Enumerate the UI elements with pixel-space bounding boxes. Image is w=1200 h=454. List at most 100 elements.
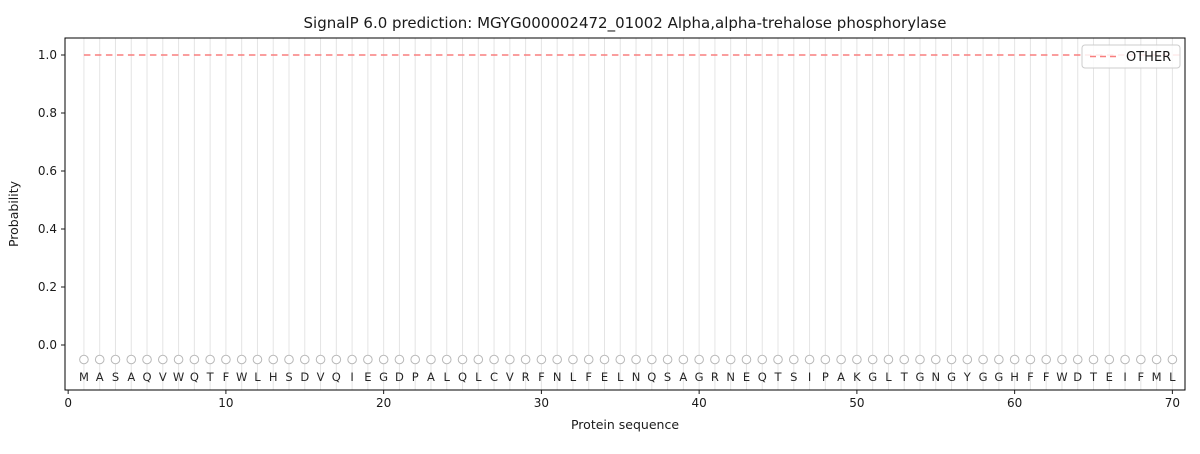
residue-marker — [1151, 354, 1162, 365]
residue-letter: Q — [332, 370, 341, 384]
residue-marker — [804, 354, 815, 365]
residue-letter: G — [994, 370, 1003, 384]
residue-letter: N — [632, 370, 641, 384]
residue-letter: E — [364, 370, 371, 384]
residue-letter: T — [206, 370, 215, 384]
residue-marker — [284, 354, 294, 365]
residue-letter: T — [773, 370, 782, 384]
residue-marker — [126, 354, 137, 365]
residue-marker — [252, 354, 263, 365]
residue-letter: F — [223, 370, 230, 384]
residue-letter: L — [475, 370, 482, 384]
residue-letter: E — [743, 370, 750, 384]
y-axis-label: Probability — [6, 180, 21, 247]
residue-marker — [410, 354, 420, 365]
residue-marker — [583, 354, 594, 365]
residue-marker — [647, 354, 657, 365]
residue-letter: A — [127, 370, 135, 384]
residue-letter: K — [853, 370, 861, 384]
residue-marker — [189, 354, 200, 365]
residue-marker — [757, 354, 768, 365]
residue-marker — [725, 354, 736, 365]
residue-letter: A — [96, 370, 104, 384]
residue-marker — [1120, 354, 1130, 365]
residue-letter: W — [173, 370, 184, 384]
residue-marker — [788, 354, 799, 365]
residue-letter: I — [350, 370, 353, 384]
residue-marker — [1136, 354, 1146, 365]
residue-letter: G — [868, 370, 877, 384]
x-axis-label: Protein sequence — [571, 417, 679, 432]
residue-marker — [142, 354, 152, 365]
residue-letter: T — [900, 370, 909, 384]
residue-marker — [915, 354, 925, 365]
residue-marker — [1167, 354, 1178, 365]
residue-marker — [662, 354, 673, 365]
residue-letter: T — [1089, 370, 1098, 384]
residue-letter: P — [412, 370, 419, 384]
residue-letter: Q — [647, 370, 656, 384]
residue-marker — [962, 354, 973, 365]
residue-letter: G — [379, 370, 388, 384]
residue-marker — [773, 354, 783, 365]
residue-letter: P — [822, 370, 829, 384]
residue-marker — [1088, 354, 1099, 365]
residue-letter: I — [808, 370, 811, 384]
residue-marker — [1025, 354, 1036, 365]
residue-marker — [852, 354, 862, 365]
residue-marker — [363, 354, 373, 365]
residue-letter: E — [601, 370, 608, 384]
residue-marker — [94, 354, 105, 365]
x-tick-label: 0 — [64, 396, 72, 410]
x-tick-label: 60 — [1007, 396, 1022, 410]
residue-marker — [631, 354, 641, 365]
residue-letter: V — [317, 370, 325, 384]
residue-marker — [536, 354, 547, 365]
residue-letter: C — [490, 370, 498, 384]
residue-marker — [158, 354, 168, 365]
residue-marker — [426, 354, 436, 365]
residue-letter: D — [395, 370, 404, 384]
residue-marker — [315, 354, 326, 365]
residue-marker — [741, 354, 752, 365]
residue-letter: G — [695, 370, 704, 384]
residue-marker — [552, 354, 562, 365]
residue-marker — [599, 354, 610, 365]
residue-letter: Q — [190, 370, 199, 384]
residue-letter: W — [236, 370, 247, 384]
ticks-group — [61, 54, 1173, 394]
residue-marker — [1057, 354, 1067, 365]
residue-marker — [457, 354, 468, 365]
y-tick-label: 0.6 — [38, 164, 57, 178]
residue-letter: F — [538, 370, 545, 384]
residue-marker — [110, 354, 121, 365]
residue-letter: D — [1073, 370, 1082, 384]
residue-letter: H — [269, 370, 278, 384]
residue-letter: S — [790, 370, 797, 384]
legend: OTHER — [1081, 44, 1181, 69]
legend-label: OTHER — [1126, 50, 1171, 65]
residue-letter: S — [664, 370, 671, 384]
y-tick-label: 0.4 — [38, 222, 57, 236]
residue-marker — [836, 354, 846, 365]
residue-letter: D — [300, 370, 309, 384]
residue-letter: L — [254, 370, 261, 384]
residue-marker — [378, 354, 389, 365]
residue-marker — [568, 354, 578, 365]
residue-letter: F — [1138, 370, 1145, 384]
residue-marker — [615, 354, 626, 365]
plot-border — [64, 37, 1186, 391]
y-tick-label: 0.2 — [38, 280, 57, 294]
residue-marker — [520, 354, 531, 365]
residue-letter: V — [159, 370, 167, 384]
residue-marker — [1009, 354, 1020, 365]
residue-letter: A — [427, 370, 435, 384]
residue-letter: Y — [963, 370, 972, 384]
residue-letter: Q — [458, 370, 467, 384]
residue-letter: G — [979, 370, 988, 384]
x-tick-label: 70 — [1165, 396, 1180, 410]
residue-marker — [347, 354, 357, 365]
residue-marker — [820, 354, 831, 365]
